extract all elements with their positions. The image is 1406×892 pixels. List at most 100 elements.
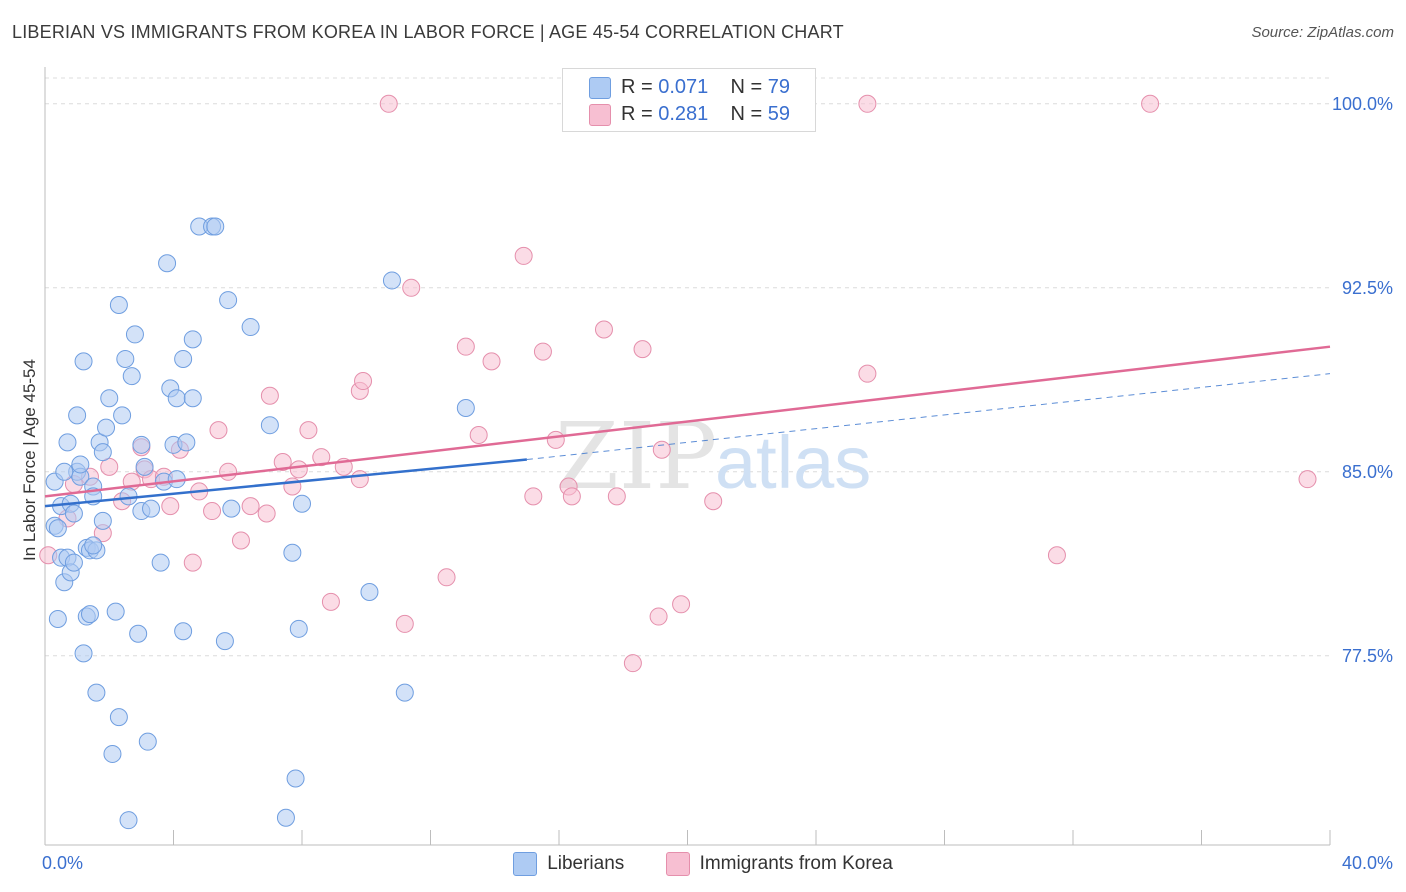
legend-row-korea: R = 0.281 N = 59 bbox=[589, 103, 790, 126]
korea-point bbox=[241, 497, 260, 516]
source-label: Source: ZipAtlas.com bbox=[1251, 24, 1394, 41]
korea-point bbox=[299, 421, 318, 440]
legend-swatch-korea bbox=[589, 103, 611, 126]
gridlines bbox=[45, 77, 1330, 657]
liberian-point bbox=[276, 808, 295, 827]
korea-point bbox=[633, 340, 652, 359]
korea-point bbox=[546, 430, 565, 449]
liberian-points bbox=[45, 217, 475, 830]
korea-point bbox=[231, 531, 250, 550]
liberian-point bbox=[55, 462, 74, 481]
liberian-point bbox=[142, 499, 161, 518]
liberian-point bbox=[93, 443, 112, 462]
liberian-point bbox=[177, 433, 196, 452]
liberian-point bbox=[382, 271, 401, 290]
liberian-point bbox=[167, 389, 186, 408]
korea-point bbox=[858, 94, 877, 113]
liberian-point bbox=[64, 553, 83, 572]
liberian-point bbox=[289, 619, 308, 638]
liberian-point bbox=[74, 352, 93, 371]
legend-swatch-liberians bbox=[589, 76, 611, 99]
legend-n-label: N = bbox=[730, 103, 763, 125]
legend-row-liberians: R = 0.071 N = 79 bbox=[589, 76, 790, 99]
legend-label-korea: Immigrants from Korea bbox=[699, 853, 893, 874]
korea-point bbox=[289, 460, 308, 479]
axes bbox=[44, 67, 1331, 846]
korea-point bbox=[482, 352, 501, 371]
liberian-point bbox=[151, 553, 170, 572]
liberian-point bbox=[74, 644, 93, 663]
tick-labels: 77.5% 85.0% 92.5% 100.0% 0.0% 40.0% bbox=[42, 94, 1393, 873]
korea-point bbox=[524, 487, 543, 506]
liberian-point bbox=[119, 811, 138, 830]
legend-label-liberians: Liberians bbox=[547, 853, 625, 874]
liberian-point bbox=[132, 435, 151, 454]
korea-point bbox=[649, 607, 668, 626]
chart-title: LIBERIAN VS IMMIGRANTS FROM KOREA IN LAB… bbox=[12, 22, 844, 42]
korea-point bbox=[437, 568, 456, 587]
liberian-point bbox=[64, 504, 83, 523]
liberian-point bbox=[103, 744, 122, 763]
liberian-point bbox=[113, 406, 132, 425]
trend-lines bbox=[44, 345, 1331, 508]
liberian-point bbox=[109, 295, 128, 314]
watermark: ZIP atlas bbox=[555, 403, 871, 510]
korea-point bbox=[312, 448, 331, 467]
y-tick-label: 77.5% bbox=[1342, 646, 1393, 666]
liberian-point bbox=[241, 318, 260, 337]
korea-point bbox=[273, 452, 292, 471]
korea-point bbox=[1141, 94, 1160, 113]
korea-point bbox=[321, 592, 340, 611]
liberian-trend-line bbox=[44, 458, 527, 508]
series-legend: Liberians Immigrants from Korea bbox=[0, 852, 1406, 882]
liberian-point bbox=[116, 349, 135, 368]
liberian-trend-extension bbox=[526, 373, 1331, 461]
liberian-point bbox=[87, 683, 106, 702]
legend-r-label: R = bbox=[621, 103, 653, 125]
liberian-point bbox=[222, 499, 241, 518]
korea-point bbox=[402, 278, 421, 297]
korea-points bbox=[39, 94, 1317, 673]
liberian-point bbox=[293, 494, 311, 513]
liberian-point bbox=[456, 399, 475, 418]
korea-point bbox=[183, 553, 202, 572]
liberian-point bbox=[58, 433, 77, 452]
korea-point bbox=[456, 337, 475, 356]
legend-swatch-korea bbox=[665, 852, 690, 876]
korea-point bbox=[858, 364, 877, 383]
legend-n-value: 79 bbox=[767, 76, 791, 98]
liberian-point bbox=[106, 602, 125, 621]
korea-point bbox=[395, 614, 414, 633]
legend-item-korea: Immigrants from Korea bbox=[665, 852, 893, 876]
legend-swatch-liberians bbox=[513, 852, 538, 876]
liberian-point bbox=[84, 536, 103, 555]
liberian-point bbox=[215, 632, 234, 651]
stats-legend: R = 0.071 N = 79 R = 0.281 N = 59 bbox=[562, 68, 816, 132]
korea-point bbox=[350, 470, 369, 489]
liberian-point bbox=[122, 367, 141, 386]
x-tick-label: 40.0% bbox=[1342, 853, 1393, 873]
liberian-point bbox=[97, 418, 116, 437]
liberian-point bbox=[125, 325, 144, 344]
legend-item-liberians: Liberians bbox=[513, 852, 624, 876]
liberian-point bbox=[68, 406, 87, 425]
korea-point bbox=[257, 504, 276, 523]
y-tick-label: 100.0% bbox=[1332, 94, 1393, 114]
liberian-point bbox=[93, 511, 112, 530]
liberian-point bbox=[260, 416, 279, 435]
y-tick-label: 85.0% bbox=[1342, 462, 1393, 482]
korea-point bbox=[652, 440, 671, 459]
watermark-atlas: atlas bbox=[715, 421, 871, 504]
liberian-point bbox=[158, 254, 177, 273]
korea-point bbox=[1298, 470, 1317, 489]
legend-r-value: 0.281 bbox=[658, 103, 709, 125]
korea-point bbox=[1047, 546, 1066, 565]
liberian-point bbox=[48, 610, 67, 629]
korea-point bbox=[607, 487, 626, 506]
liberian-point bbox=[360, 583, 379, 602]
korea-point bbox=[623, 654, 642, 673]
korea-point bbox=[203, 502, 222, 521]
liberian-point bbox=[286, 769, 305, 788]
legend-r-label: R = bbox=[621, 76, 653, 98]
legend-n-value: 59 bbox=[767, 103, 791, 125]
